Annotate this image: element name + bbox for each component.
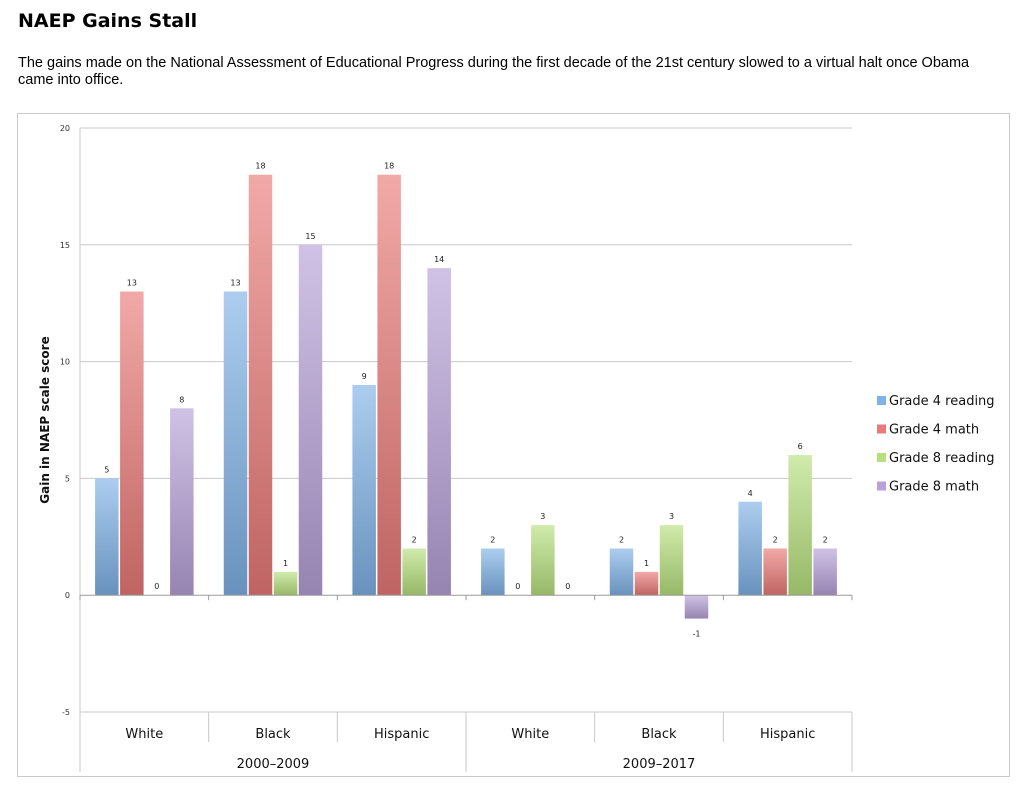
- page-title: NAEP Gains Stall: [18, 10, 198, 32]
- bar: [684, 595, 709, 619]
- y-tick-label: 15: [60, 241, 70, 250]
- bar: [609, 548, 634, 596]
- data-label: 4: [748, 489, 753, 498]
- data-label: 3: [669, 512, 674, 521]
- data-label: 2: [823, 535, 828, 544]
- data-label: 2: [773, 535, 778, 544]
- bar: [377, 174, 401, 596]
- data-label: 18: [384, 162, 394, 171]
- category-label: Black: [255, 727, 291, 742]
- data-label: 9: [362, 372, 367, 381]
- data-label: 2: [412, 535, 417, 544]
- data-label: 3: [540, 512, 545, 521]
- legend-swatch: [877, 424, 886, 434]
- bar: [273, 571, 298, 596]
- legend-label: Grade 4 reading: [889, 394, 995, 409]
- y-tick-label: 10: [60, 358, 70, 367]
- y-tick-label: 5: [65, 474, 70, 483]
- data-label: 2: [490, 535, 495, 544]
- bar: [402, 548, 426, 596]
- bar: [659, 525, 684, 596]
- legend: Grade 4 reading Grade 4 math Grade 8 readi…: [877, 394, 995, 495]
- bar: [352, 384, 376, 596]
- category-label: Hispanic: [760, 727, 815, 742]
- bar: [248, 174, 273, 596]
- y-tick-label: 20: [60, 124, 70, 133]
- legend-label: Grade 8 math: [889, 480, 979, 495]
- data-label: 13: [230, 279, 240, 288]
- legend-swatch: [877, 481, 886, 491]
- bar: [170, 408, 194, 596]
- bar: [634, 571, 659, 596]
- bar: [223, 291, 248, 596]
- data-label: 6: [798, 442, 803, 451]
- bar: [95, 478, 119, 596]
- legend-swatch: [877, 396, 886, 405]
- data-label: 1: [644, 559, 649, 568]
- data-label: 0: [154, 582, 159, 591]
- data-label: 5: [104, 465, 109, 474]
- y-tick-label: -5: [62, 708, 70, 717]
- data-label: 8: [179, 395, 184, 404]
- category-label: Black: [641, 727, 677, 742]
- data-label: 0: [565, 582, 570, 591]
- bar: [531, 525, 555, 596]
- data-label: 14: [434, 255, 444, 264]
- bar: [427, 268, 451, 596]
- bar: [813, 548, 837, 596]
- grid-lines: [80, 127, 852, 713]
- category-label: White: [125, 727, 163, 742]
- y-tick-label: 0: [65, 591, 70, 600]
- page-subtitle: The gains made on the National Assessmen…: [18, 55, 970, 88]
- y-axis-title: Gain in NAEP scale score: [38, 336, 52, 503]
- group-label: 2009–2017: [623, 757, 696, 772]
- legend-label: Grade 8 reading: [889, 451, 995, 466]
- bars: [95, 174, 837, 619]
- bar: [481, 548, 505, 596]
- data-label: 15: [305, 232, 315, 241]
- data-label: -1: [693, 630, 701, 639]
- bar: [298, 244, 323, 596]
- data-label: 1: [283, 559, 288, 568]
- bar: [738, 501, 762, 596]
- bar: [120, 291, 144, 596]
- bar: [763, 548, 787, 596]
- category-label: Hispanic: [374, 727, 429, 742]
- legend-swatch: [877, 453, 886, 462]
- legend-label: Grade 4 math: [889, 423, 979, 438]
- category-label: White: [511, 727, 549, 742]
- data-label: 18: [255, 162, 265, 171]
- bar: [788, 455, 812, 596]
- data-label: 13: [127, 279, 137, 288]
- group-label: 2000–2009: [237, 757, 310, 772]
- data-label: 0: [515, 582, 520, 591]
- data-label: 2: [619, 535, 624, 544]
